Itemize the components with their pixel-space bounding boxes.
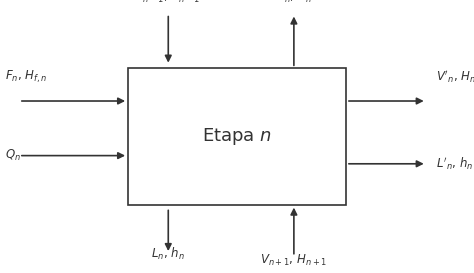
Text: $L'_n$, $h_n$: $L'_n$, $h_n$ (436, 156, 474, 172)
Text: $L_n$, $h_n$: $L_n$, $h_n$ (151, 246, 185, 262)
Text: $F_n$, $H_{f,n}$: $F_n$, $H_{f,n}$ (5, 68, 47, 85)
Bar (128, 68, 346, 205)
Text: $L_{n-1}$, $h_{n-1}$: $L_{n-1}$, $h_{n-1}$ (136, 0, 201, 5)
Text: $Q_n$: $Q_n$ (5, 148, 21, 163)
Text: Etapa $\mathit{n}$: Etapa $\mathit{n}$ (202, 126, 272, 147)
Text: $V_{n+1}$, $H_{n+1}$: $V_{n+1}$, $H_{n+1}$ (260, 253, 328, 268)
Text: $V'_n$, $H_n$: $V'_n$, $H_n$ (436, 68, 474, 85)
Text: $V_n$, $H_n$: $V_n$, $H_n$ (275, 0, 312, 5)
